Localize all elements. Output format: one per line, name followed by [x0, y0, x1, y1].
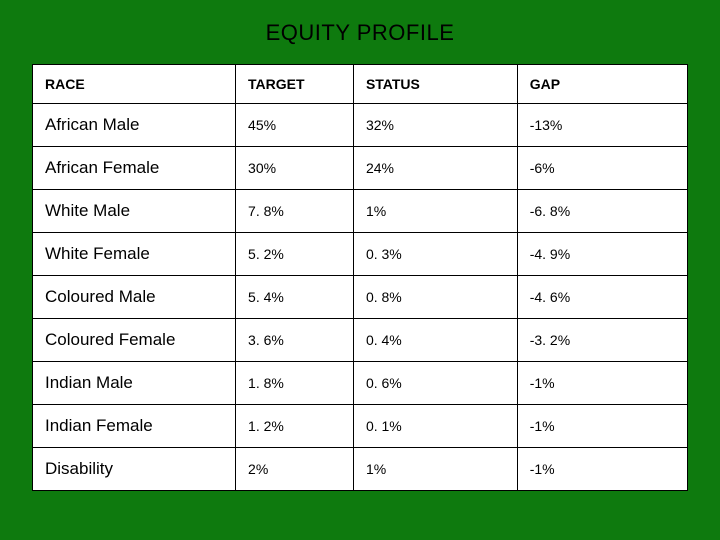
- table-row: Indian Female 1. 2% 0. 1% -1%: [33, 405, 688, 448]
- cell-target: 1. 2%: [236, 405, 354, 448]
- cell-status: 1%: [353, 190, 517, 233]
- cell-target: 5. 4%: [236, 276, 354, 319]
- table-row: White Male 7. 8% 1% -6. 8%: [33, 190, 688, 233]
- cell-gap: -1%: [517, 448, 687, 491]
- cell-target: 1. 8%: [236, 362, 354, 405]
- cell-gap: -1%: [517, 405, 687, 448]
- cell-status: 1%: [353, 448, 517, 491]
- cell-race: African Male: [33, 104, 236, 147]
- cell-gap: -4. 9%: [517, 233, 687, 276]
- cell-target: 30%: [236, 147, 354, 190]
- table-row: African Female 30% 24% -6%: [33, 147, 688, 190]
- table-body: African Male 45% 32% -13% African Female…: [33, 104, 688, 491]
- col-header-gap: GAP: [517, 65, 687, 104]
- table-header-row: RACE TARGET STATUS GAP: [33, 65, 688, 104]
- cell-gap: -6%: [517, 147, 687, 190]
- table-row: Indian Male 1. 8% 0. 6% -1%: [33, 362, 688, 405]
- cell-race: White Female: [33, 233, 236, 276]
- cell-target: 2%: [236, 448, 354, 491]
- cell-status: 0. 4%: [353, 319, 517, 362]
- cell-race: Coloured Female: [33, 319, 236, 362]
- cell-race: African Female: [33, 147, 236, 190]
- cell-gap: -13%: [517, 104, 687, 147]
- table-row: Disability 2% 1% -1%: [33, 448, 688, 491]
- col-header-race: RACE: [33, 65, 236, 104]
- cell-race: Coloured Male: [33, 276, 236, 319]
- cell-target: 5. 2%: [236, 233, 354, 276]
- table-row: African Male 45% 32% -13%: [33, 104, 688, 147]
- cell-target: 7. 8%: [236, 190, 354, 233]
- cell-status: 0. 8%: [353, 276, 517, 319]
- cell-target: 3. 6%: [236, 319, 354, 362]
- cell-status: 0. 6%: [353, 362, 517, 405]
- col-header-target: TARGET: [236, 65, 354, 104]
- table-row: Coloured Female 3. 6% 0. 4% -3. 2%: [33, 319, 688, 362]
- cell-gap: -1%: [517, 362, 687, 405]
- cell-gap: -4. 6%: [517, 276, 687, 319]
- equity-table: RACE TARGET STATUS GAP African Male 45% …: [32, 64, 688, 491]
- cell-status: 32%: [353, 104, 517, 147]
- cell-race: Disability: [33, 448, 236, 491]
- cell-status: 24%: [353, 147, 517, 190]
- col-header-status: STATUS: [353, 65, 517, 104]
- page-title: EQUITY PROFILE: [32, 20, 688, 46]
- cell-target: 45%: [236, 104, 354, 147]
- cell-gap: -6. 8%: [517, 190, 687, 233]
- table-row: Coloured Male 5. 4% 0. 8% -4. 6%: [33, 276, 688, 319]
- cell-status: 0. 1%: [353, 405, 517, 448]
- cell-race: Indian Female: [33, 405, 236, 448]
- cell-status: 0. 3%: [353, 233, 517, 276]
- cell-race: White Male: [33, 190, 236, 233]
- table-row: White Female 5. 2% 0. 3% -4. 9%: [33, 233, 688, 276]
- cell-gap: -3. 2%: [517, 319, 687, 362]
- cell-race: Indian Male: [33, 362, 236, 405]
